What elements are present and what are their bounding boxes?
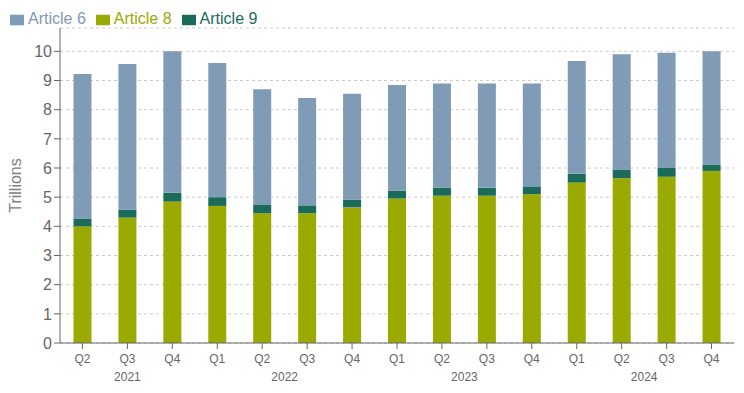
html-text:Article 8: Article 8 — [113, 10, 172, 27]
html-text:Article 9: Article 9 — [199, 10, 258, 27]
svg-text:Q2: Q2 — [614, 352, 630, 366]
svg-text:Q3: Q3 — [299, 352, 315, 366]
html-text:Article 6: Article 6 — [28, 10, 86, 27]
svg-text:5: 5 — [43, 189, 52, 206]
svg-text:3: 3 — [43, 247, 52, 264]
svg-text:Q2: Q2 — [434, 352, 450, 366]
svg-text:Q1: Q1 — [209, 352, 225, 366]
svg-text:Q4: Q4 — [704, 352, 720, 366]
svg-text:Q3: Q3 — [659, 352, 675, 366]
svg-text:2023: 2023 — [451, 370, 478, 384]
svg-text:7: 7 — [43, 131, 52, 148]
svg-text:9: 9 — [43, 72, 52, 89]
svg-text:6: 6 — [43, 160, 52, 177]
svg-text:1: 1 — [43, 306, 52, 323]
svg-text:8: 8 — [43, 101, 52, 118]
svg-text:2022: 2022 — [271, 370, 298, 384]
svg-text:2021: 2021 — [114, 370, 141, 384]
svg-text:Q3: Q3 — [119, 352, 135, 366]
svg-text:10: 10 — [34, 43, 52, 60]
svg-text:Q2: Q2 — [254, 352, 270, 366]
svg-text:Q4: Q4 — [344, 352, 360, 366]
svg-text:Trillions: Trillions — [8, 158, 24, 213]
svg-text:2: 2 — [43, 276, 52, 293]
svg-text:2024: 2024 — [631, 370, 658, 384]
svg-text:Q2: Q2 — [74, 352, 90, 366]
svg-text:0: 0 — [43, 335, 52, 352]
svg-text:Q4: Q4 — [164, 352, 180, 366]
svg-text:Q1: Q1 — [569, 352, 585, 366]
svg-text:Q4: Q4 — [524, 352, 540, 366]
svg-text:Q3: Q3 — [479, 352, 495, 366]
svg-text:Q1: Q1 — [389, 352, 405, 366]
svg-text:4: 4 — [43, 218, 52, 235]
